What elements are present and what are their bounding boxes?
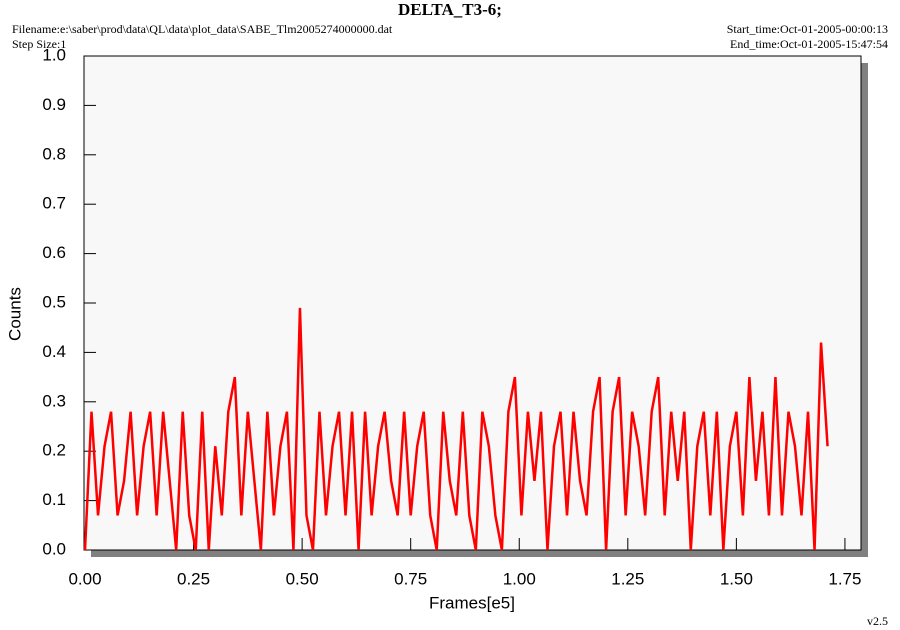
end-time: End_time:Oct-01-2005-15:47:54: [730, 37, 888, 51]
y-tick-label: 0.2: [42, 441, 66, 460]
y-tick-label: 0.7: [42, 194, 66, 213]
x-tick-label: 0.00: [68, 569, 101, 588]
x-tick-label: 0.25: [177, 569, 210, 588]
y-tick-label: 0.6: [42, 243, 66, 262]
start-time: Start_time:Oct-01-2005-00:00:13: [727, 22, 888, 36]
y-tick-label: 1.0: [42, 45, 66, 64]
y-tick-label: 0.0: [42, 539, 66, 558]
y-tick-label: 0.4: [42, 342, 66, 361]
data-line: [83, 307, 829, 551]
y-tick-label: 0.5: [42, 292, 66, 311]
version: v2.5: [867, 614, 888, 628]
y-tick-label: 0.8: [42, 144, 66, 163]
filename: Filename:e:\saber\prod\data\QL\data\plot…: [12, 22, 393, 36]
y-axis-label: Counts: [5, 287, 24, 341]
y-tick-label: 0.9: [42, 95, 66, 114]
x-axis-label: Frames[e5]: [429, 593, 515, 612]
chart-title: DELTA_T3-6;: [398, 0, 502, 19]
x-tick-label: 1.75: [828, 569, 861, 588]
x-tick-label: 0.50: [286, 569, 319, 588]
x-tick-label: 1.25: [611, 569, 644, 588]
step-size: Step Size:1: [12, 37, 66, 51]
y-tick-label: 0.1: [42, 490, 66, 509]
x-tick-label: 1.50: [720, 569, 753, 588]
x-tick-label: 0.75: [394, 569, 427, 588]
y-tick-label: 0.3: [42, 391, 66, 410]
x-tick-label: 1.00: [503, 569, 536, 588]
